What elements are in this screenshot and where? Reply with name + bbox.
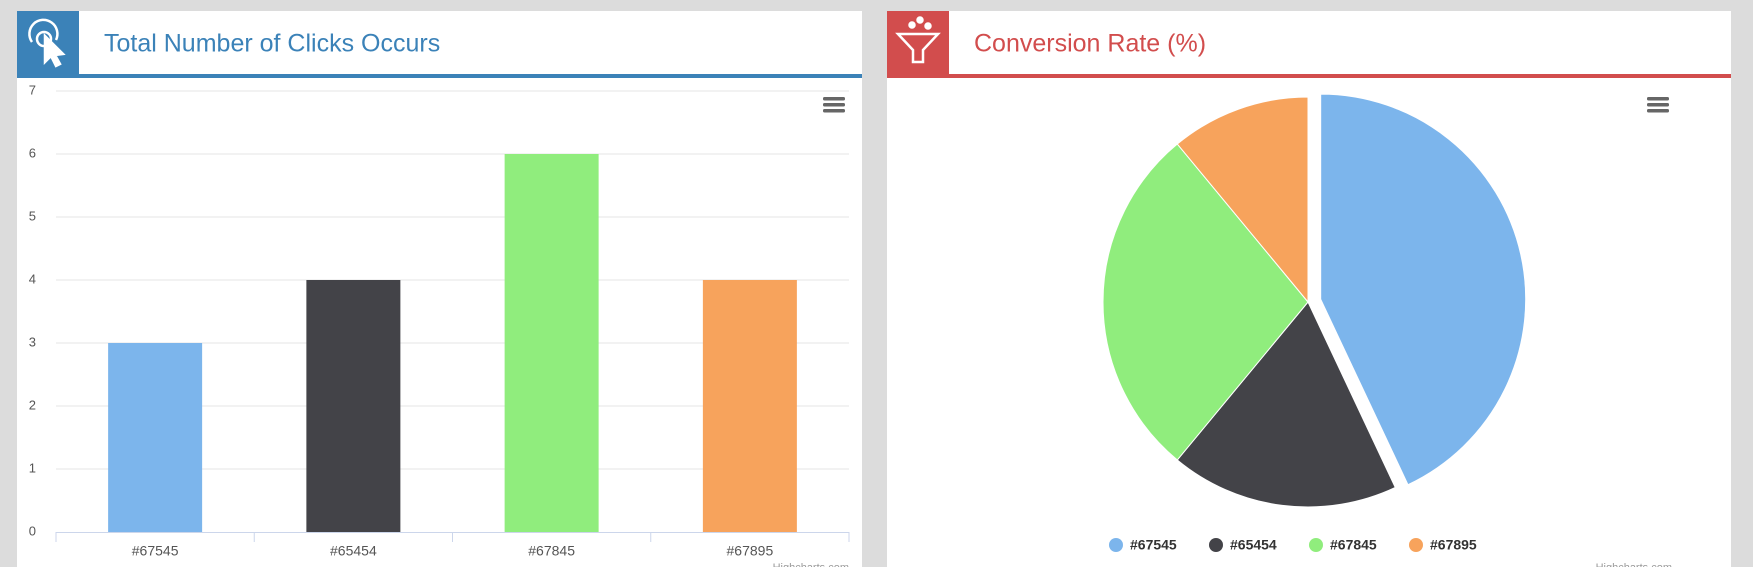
pie-slice bbox=[1320, 93, 1527, 486]
bar bbox=[108, 343, 203, 532]
panel-title: Conversion Rate (%) bbox=[974, 30, 1206, 58]
y-tick-label: 3 bbox=[29, 334, 36, 349]
menu-button[interactable] bbox=[1647, 97, 1669, 113]
credits: Highcharts.com bbox=[773, 562, 849, 567]
x-tick-label: #67845 bbox=[528, 543, 575, 559]
header-rule bbox=[17, 74, 862, 78]
click-icon bbox=[28, 18, 66, 68]
y-tick-label: 6 bbox=[29, 145, 36, 160]
pie-slice bbox=[1176, 96, 1309, 304]
y-tick-label: 7 bbox=[29, 82, 36, 97]
legend-label: #65454 bbox=[1230, 537, 1277, 553]
bar bbox=[702, 280, 797, 532]
legend-symbol bbox=[1209, 538, 1223, 552]
legend-label: #67845 bbox=[1330, 537, 1377, 553]
legend-symbol bbox=[1109, 538, 1123, 552]
x-tick-label: #65454 bbox=[330, 543, 377, 559]
pie-slice bbox=[1102, 143, 1309, 461]
y-tick-label: 5 bbox=[29, 208, 36, 223]
bar bbox=[504, 154, 599, 532]
legend-label: #67545 bbox=[1130, 537, 1177, 553]
x-tick-label: #67895 bbox=[727, 543, 774, 559]
credits: Highcharts.com bbox=[1596, 562, 1672, 567]
legend-symbol bbox=[1409, 538, 1423, 552]
y-tick-label: 2 bbox=[29, 397, 36, 412]
pie-slice bbox=[1176, 301, 1396, 508]
y-tick-label: 0 bbox=[29, 523, 36, 538]
y-tick-label: 1 bbox=[29, 460, 36, 475]
menu-button[interactable] bbox=[823, 97, 845, 113]
funnel-icon bbox=[895, 16, 941, 64]
x-tick-label: #67545 bbox=[132, 543, 179, 559]
legend-label: #67895 bbox=[1430, 537, 1477, 553]
panel-title: Total Number of Clicks Occurs bbox=[104, 30, 440, 58]
y-tick-label: 4 bbox=[29, 271, 36, 286]
bar bbox=[306, 280, 401, 532]
legend-symbol bbox=[1309, 538, 1323, 552]
header-rule bbox=[887, 74, 1731, 78]
